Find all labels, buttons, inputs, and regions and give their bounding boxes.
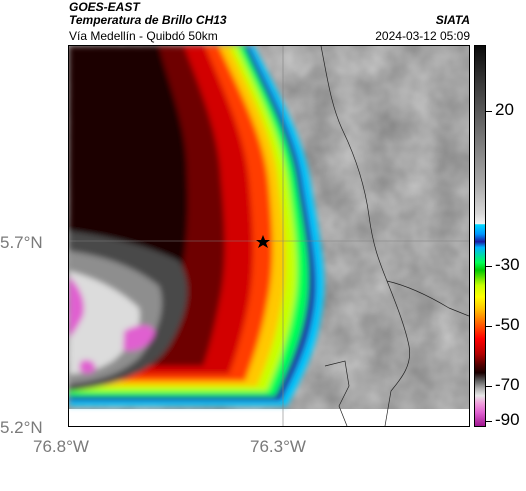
colorbar [474,45,486,427]
x-tick-label: 76.3°W [250,437,306,456]
colorbar-tick [486,421,492,422]
timestamp-label: 2024-03-12 05:09 [375,29,470,43]
colorbar-tick [486,111,492,112]
route-subtitle: Vía Medellín - Quibdó 50km [69,29,218,43]
map-canvas [69,46,469,426]
x-tick-label: 76.8°W [33,437,89,456]
border-line-east [386,280,469,317]
cloud-system [69,46,324,406]
colorbar-tick [486,386,492,387]
colorbar-label: 20 [495,100,514,119]
y-tick-label: 5.2°N [0,418,43,437]
border-line-south [324,360,350,426]
satellite-title: GOES-EAST [69,0,140,14]
product-title: Temperatura de Brillo CH13 [69,13,227,27]
brand-label: SIATA [435,13,470,27]
colorbar-label: -70 [495,375,520,394]
star-icon[interactable] [256,235,270,248]
colorbar-tick [486,326,492,327]
colorbar-tick [486,266,492,267]
colorbar-label: -90 [495,410,520,429]
colorbar-label: -30 [495,255,520,274]
satellite-map[interactable] [68,45,470,427]
colorbar-label: -50 [495,315,520,334]
blank-strip [69,409,469,426]
border-line [320,46,411,426]
y-tick-label: 5.7°N [0,233,43,252]
